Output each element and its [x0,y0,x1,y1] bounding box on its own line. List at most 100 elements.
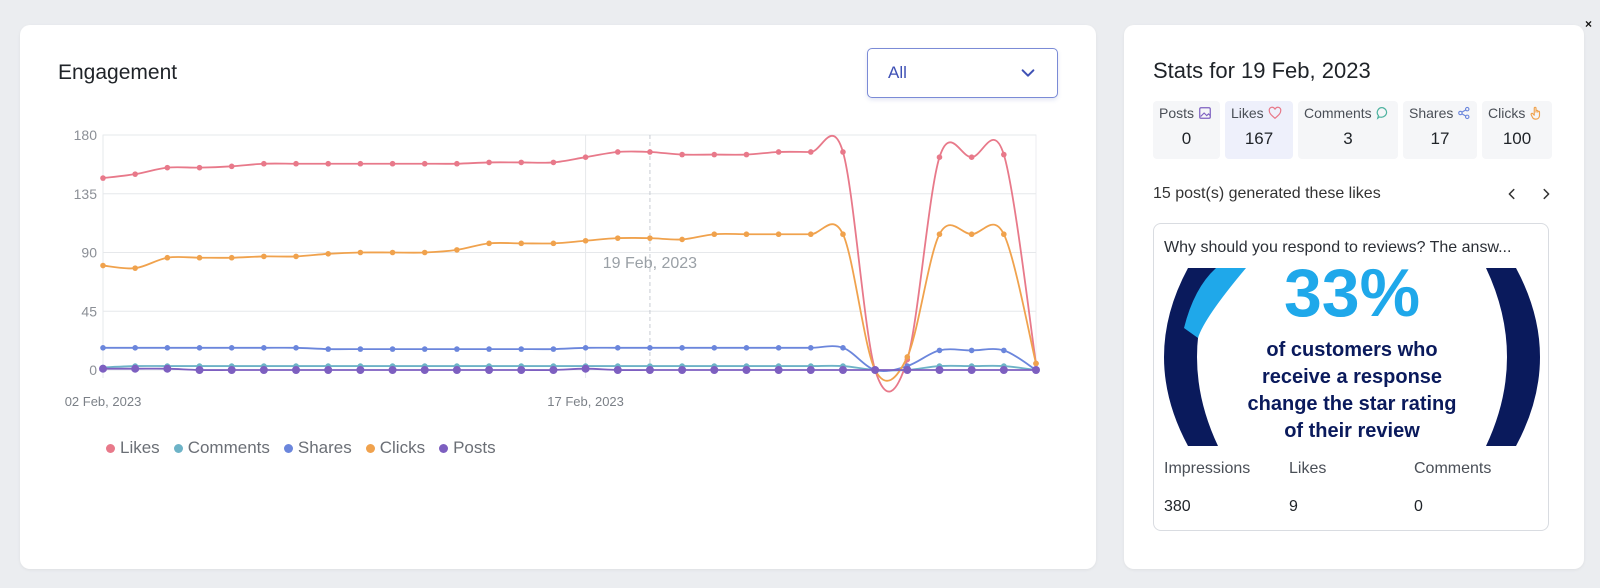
y-tick-label: 45 [81,303,97,319]
data-point-clicks [518,240,525,247]
data-point-likes [486,159,492,166]
data-point-clicks [647,235,653,241]
data-point-posts [935,366,944,374]
data-point-posts [163,364,172,373]
data-point-clicks [840,231,846,238]
data-point-likes [100,175,106,181]
chevron-right-icon [1543,188,1550,200]
data-point-clicks [743,231,750,238]
comment-icon [1376,107,1387,120]
legend-dot [106,443,115,453]
data-point-clicks [389,249,396,256]
data-point-shares [550,346,557,352]
legend-item-posts[interactable]: Posts [439,438,496,458]
data-point-likes [936,154,943,160]
data-point-shares [132,345,138,351]
metric-value: 0 [1181,129,1192,148]
data-point-posts [485,366,494,374]
data-point-clicks [325,251,332,257]
legend-item-clicks[interactable]: Clicks [365,438,425,458]
data-point-posts [292,366,301,374]
metric-label: Comments [1304,105,1372,121]
engagement-title: Engagement [58,61,178,84]
data-point-likes [840,149,846,155]
data-point-posts [517,366,526,374]
legend-item-shares[interactable]: Shares [283,438,352,458]
legend-item-comments[interactable]: Comments [173,438,270,458]
post-image-percent: 33% [1284,268,1420,331]
metric-value: 17 [1430,129,1450,148]
data-point-clicks [1033,360,1039,367]
data-point-shares [647,345,653,351]
data-point-likes [518,159,525,166]
metric-clicks[interactable]: Clicks 100 [1482,101,1552,159]
metric-comments[interactable]: Comments 3 [1298,101,1398,159]
chevron-down-icon [1021,69,1035,77]
data-point-clicks [132,265,138,271]
hover-date-label: 19 Feb, 2023 [603,255,697,272]
y-tick-label: 0 [89,362,97,378]
engagement-filter-dropdown[interactable]: All [867,48,1058,98]
data-point-posts [324,366,333,374]
data-point-clicks [357,249,364,256]
data-point-shares [325,346,332,352]
post-image-line-3: change the star rating [1248,393,1457,415]
metrics-row: Posts 0 Likes 167 Comments 3 Shares 1 [1153,101,1552,159]
share-icon [1458,106,1470,120]
data-point-shares [164,345,171,351]
data-point-likes [357,160,364,167]
legend-dot [173,443,183,453]
legend-label: Shares [297,438,352,457]
data-point-shares [389,346,396,352]
data-point-clicks [100,262,106,269]
metric-posts[interactable]: Posts 0 [1153,101,1220,159]
y-tick-label: 180 [74,127,98,143]
metric-label: Posts [1159,105,1195,121]
data-point-clicks [936,231,943,238]
metric-shares[interactable]: Shares 17 [1403,101,1477,159]
data-point-shares [807,345,814,351]
legend-dot [365,443,375,453]
metric-label: Likes [1231,105,1264,121]
data-point-posts [195,366,204,374]
image-icon [1199,107,1211,119]
data-point-posts [678,366,687,374]
data-point-posts [99,364,107,373]
data-point-likes [293,160,299,167]
legend-label: Likes [120,438,160,457]
data-point-likes [454,160,460,167]
data-point-clicks [711,231,718,238]
data-point-shares [614,345,621,351]
legend-item-likes[interactable]: Likes [106,438,160,458]
data-point-shares [840,345,846,351]
data-point-shares [743,345,750,351]
data-point-likes [325,160,332,167]
data-point-posts [710,366,719,374]
post-stat-value: 0 [1414,498,1423,515]
data-point-shares [775,345,782,351]
post-card[interactable]: Why should you respond to reviews? The a… [1153,223,1549,531]
post-image: 33% of customers who receive a response … [1164,268,1540,446]
data-point-posts [871,366,880,374]
stats-card: Stats for 19 Feb, 2023 Posts 0 Likes 167… [1124,25,1584,569]
data-point-likes [807,149,814,155]
data-point-posts [613,366,622,374]
data-point-posts [774,366,783,374]
close-button[interactable]: × [1585,17,1593,31]
dropdown-selected-value: All [888,63,907,82]
legend-dot [439,443,449,453]
engagement-card: Engagement All 0 45 90 135 180 02 Feb, 2023 17… [20,25,1096,569]
data-point-clicks [679,236,685,243]
data-point-shares [196,345,203,351]
engagement-line-chart[interactable]: 0 45 90 135 180 02 Feb, 2023 17 Feb, 2023 19 Fe… [20,25,1096,425]
prev-post-button[interactable] [1505,187,1519,201]
y-tick-label: 90 [81,245,97,261]
data-point-posts [388,366,397,374]
data-point-shares [486,346,492,352]
metric-likes[interactable]: Likes 167 [1225,101,1293,159]
data-point-clicks [228,254,235,261]
next-post-button[interactable] [1539,187,1553,201]
data-point-likes [196,164,203,171]
data-point-shares [711,345,718,351]
data-point-shares [293,345,299,351]
